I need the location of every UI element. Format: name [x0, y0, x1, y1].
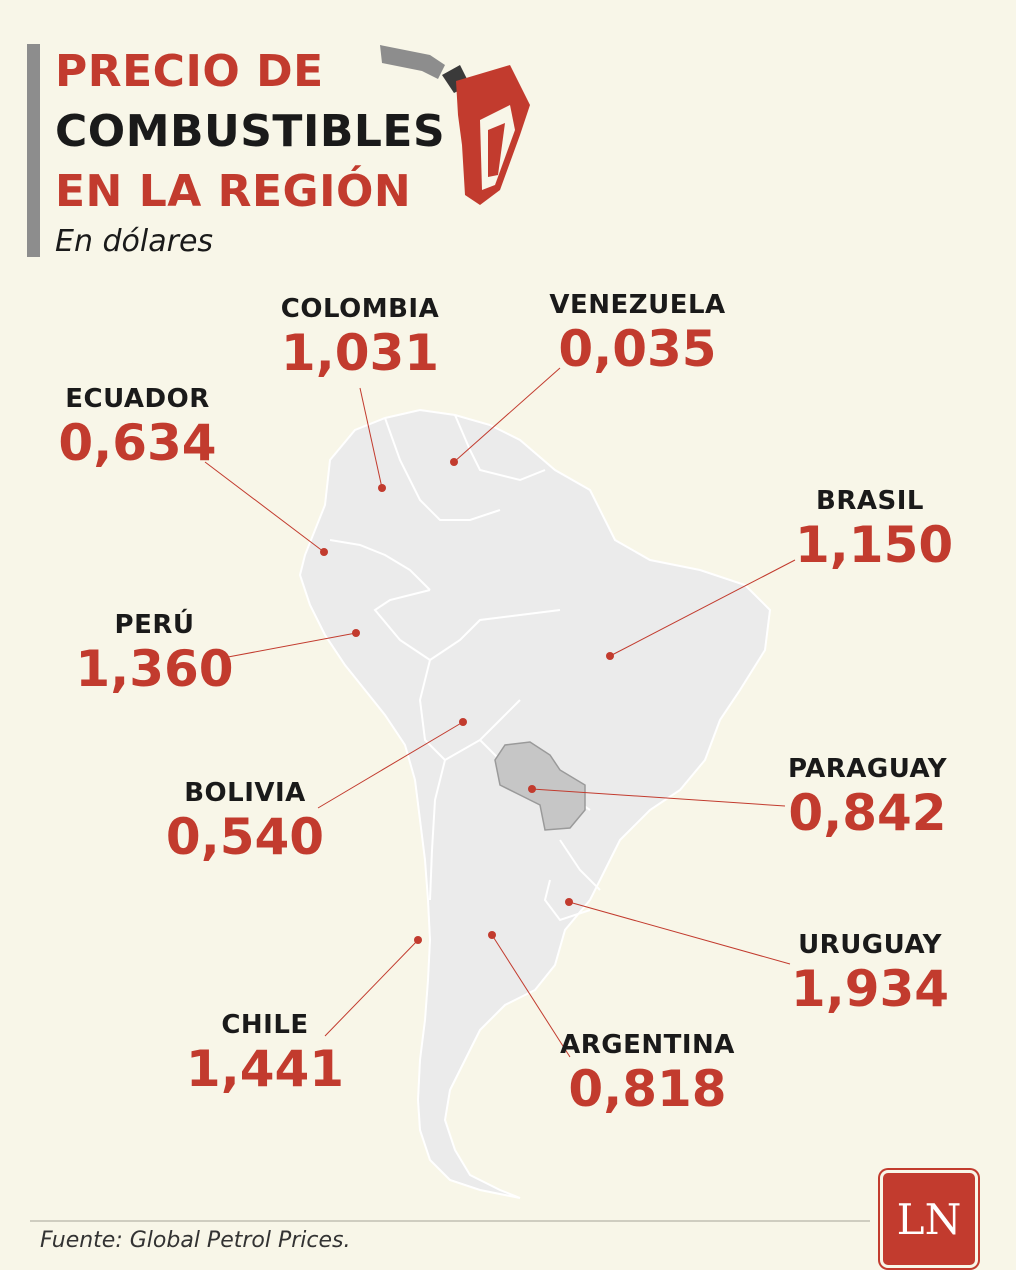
continent-landmass	[298, 408, 772, 1199]
leader-line-chile	[324, 939, 419, 1037]
label-colombia: COLOMBIA 1,031	[270, 296, 450, 378]
country-name: PERÚ	[114, 610, 195, 640]
leader-line-brasil	[609, 559, 796, 657]
marker-bolivia	[459, 718, 467, 726]
title-accent-bar	[27, 44, 40, 257]
source-note: Fuente: Global Petrol Prices.	[40, 1228, 351, 1253]
ln-logo[interactable]: LN	[880, 1170, 978, 1268]
label-brasil: BRASIL 1,150	[795, 486, 954, 574]
label-peru: PERÚ 1,360	[72, 612, 237, 694]
leader-line-venezuela	[453, 367, 561, 463]
leader-lines	[204, 367, 796, 1058]
marker-peru	[352, 629, 360, 637]
paraguay-region	[494, 741, 586, 831]
country-price: 1,934	[790, 960, 950, 1018]
marker-paraguay	[528, 785, 536, 793]
country-price: 1,441	[185, 1040, 345, 1098]
country-name: COLOMBIA	[280, 294, 440, 324]
country-name: VENEZUELA	[549, 290, 726, 320]
country-name: PARAGUAY	[787, 754, 948, 784]
country-markers	[320, 458, 614, 944]
country-name: ECUADOR	[65, 384, 210, 414]
fuel-pump-icon	[380, 45, 530, 205]
title-line-1: PRECIO DE	[55, 46, 324, 97]
label-paraguay: PARAGUAY 0,842	[785, 756, 950, 838]
country-price: 0,842	[788, 784, 947, 842]
label-chile: CHILE 1,441	[185, 1012, 345, 1094]
leader-line-argentina	[491, 934, 571, 1058]
marker-chile	[414, 936, 422, 944]
country-name: CHILE	[221, 1010, 309, 1040]
country-name: BRASIL	[816, 486, 924, 516]
country-price: 0,540	[165, 808, 325, 866]
leader-line-paraguay	[531, 788, 786, 807]
marker-colombia	[378, 484, 386, 492]
country-price: 1,360	[75, 640, 234, 698]
footer-divider	[30, 1220, 870, 1222]
leader-line-peru	[227, 632, 357, 658]
country-price: 0,634	[58, 414, 217, 472]
label-uruguay: URUGUAY 1,934	[790, 932, 950, 1014]
marker-venezuela	[450, 458, 458, 466]
label-venezuela: VENEZUELA 0,035	[545, 292, 730, 374]
marker-ecuador	[320, 548, 328, 556]
title-line-3: EN LA REGIÓN	[55, 166, 412, 217]
country-name: ARGENTINA	[560, 1030, 735, 1060]
subtitle: En dólares	[55, 224, 214, 259]
marker-argentina	[488, 931, 496, 939]
title-line-2: COMBUSTIBLES	[55, 106, 446, 157]
marker-uruguay	[565, 898, 573, 906]
marker-brasil	[606, 652, 614, 660]
leader-line-colombia	[359, 387, 383, 489]
leader-line-ecuador	[204, 461, 325, 553]
leader-line-uruguay	[568, 901, 791, 965]
leader-line-bolivia	[317, 721, 464, 809]
country-name: URUGUAY	[798, 930, 942, 960]
country-price: 1,150	[795, 516, 954, 574]
country-price: 1,031	[280, 324, 440, 382]
country-price: 0,818	[568, 1060, 727, 1118]
label-ecuador: ECUADOR 0,634	[50, 386, 225, 468]
country-price: 0,035	[558, 320, 717, 378]
label-bolivia: BOLIVIA 0,540	[165, 780, 325, 862]
country-name: BOLIVIA	[184, 778, 306, 808]
label-argentina: ARGENTINA 0,818	[555, 1032, 740, 1114]
